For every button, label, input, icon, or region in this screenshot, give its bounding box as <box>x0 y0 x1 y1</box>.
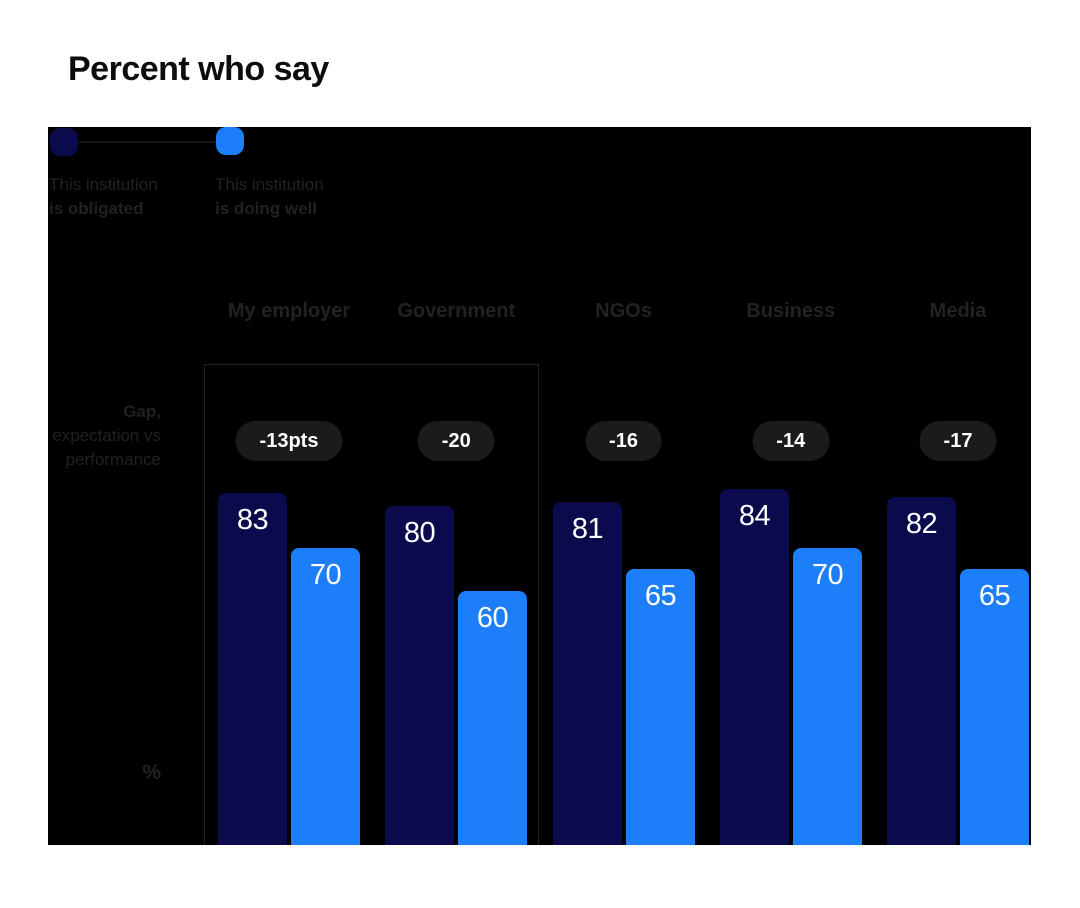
bar-value-label: 65 <box>978 580 1011 612</box>
bar-value-label: 82 <box>905 508 938 540</box>
gap-axis-label-line: performance <box>65 450 161 469</box>
gap-axis-label-line: Gap, <box>123 402 161 421</box>
category-header-government: Government <box>397 300 516 322</box>
legend-label-line: is doing well <box>215 199 318 218</box>
legend-label-doing-well: This institution is doing well <box>215 173 324 221</box>
bar-obligated-ngos: 81 <box>553 502 622 845</box>
category-header-ngos: NGOs <box>595 300 652 322</box>
unit-label: % <box>142 761 161 784</box>
bar-value-label: 83 <box>236 504 269 536</box>
bar-obligated-my-employer: 83 <box>218 493 287 845</box>
bar-value-label: 70 <box>811 559 844 591</box>
gap-axis-label: Gap, expectation vs performance <box>48 400 161 472</box>
category-header-business: Business <box>746 300 836 322</box>
bar-obligated-business: 84 <box>720 489 789 845</box>
bar-value-label: 60 <box>476 602 509 634</box>
gap-pill-ngos: -16 <box>585 421 662 461</box>
legend-swatch-obligated <box>50 128 78 156</box>
bar-value-label: 84 <box>738 500 771 532</box>
bar-doing-well-ngos: 65 <box>626 569 695 845</box>
bar-value-label: 81 <box>571 513 604 545</box>
gap-axis-label-line: expectation vs <box>52 426 161 445</box>
bar-obligated-media: 82 <box>887 497 956 845</box>
bar-doing-well-my-employer: 70 <box>291 548 360 845</box>
gap-pill-media: -17 <box>919 421 997 461</box>
gap-pill-my-employer: -13pts <box>235 421 343 461</box>
legend-label-line: is obligated <box>49 199 144 218</box>
legend-label-obligated: This institution is obligated <box>49 173 158 221</box>
legend-swatch-doing-well <box>216 127 244 155</box>
bar-doing-well-business: 70 <box>793 548 862 845</box>
bar-value-label: 80 <box>403 517 436 549</box>
category-header-my-employer: My employer <box>227 300 351 322</box>
gap-pill-government: -20 <box>417 421 495 461</box>
gap-pill-business: -14 <box>752 421 830 461</box>
bar-value-label: 70 <box>309 559 342 591</box>
legend-label-line: This institution <box>215 175 324 194</box>
legend-connector-line <box>78 141 216 143</box>
bar-doing-well-media: 65 <box>960 569 1029 845</box>
category-header-media: Media <box>929 300 987 322</box>
bar-obligated-government: 80 <box>385 506 454 845</box>
legend-label-line: This institution <box>49 175 158 194</box>
page-title: Percent who say <box>68 50 329 88</box>
bar-value-label: 65 <box>644 580 677 612</box>
bar-chart: This institution is obligated This insti… <box>48 127 1031 845</box>
highlight-box <box>204 364 539 845</box>
bar-doing-well-government: 60 <box>458 591 527 845</box>
